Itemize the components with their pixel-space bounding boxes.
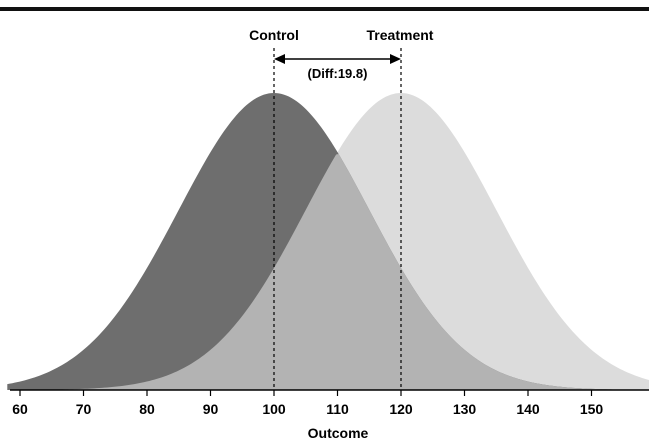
- overlap-area: [7, 154, 649, 390]
- distribution-curves: [7, 93, 649, 390]
- x-tick-label-110: 110: [326, 401, 349, 417]
- x-tick-label-120: 120: [389, 401, 413, 417]
- difference-arrowhead-left: [274, 54, 285, 64]
- x-tick-label-80: 80: [139, 401, 155, 417]
- mean-lines: [273, 48, 402, 390]
- x-tick-label-130: 130: [453, 401, 477, 417]
- x-tick-label-150: 150: [580, 401, 604, 417]
- x-tick-label-100: 100: [262, 401, 286, 417]
- series-label-control: Control: [249, 27, 299, 43]
- x-tick-label-140: 140: [516, 401, 540, 417]
- x-axis-title: Outcome: [308, 425, 369, 441]
- x-tick-label-90: 90: [203, 401, 219, 417]
- series-label-treatment: Treatment: [367, 27, 434, 43]
- x-axis-ticks: 60 70 80 90 100 110 120 130 140 150: [12, 390, 603, 417]
- difference-annotation: (Diff:19.8): [308, 66, 368, 81]
- difference-arrowhead-right: [390, 54, 401, 64]
- x-tick-label-60: 60: [12, 401, 28, 417]
- x-tick-label-70: 70: [76, 401, 92, 417]
